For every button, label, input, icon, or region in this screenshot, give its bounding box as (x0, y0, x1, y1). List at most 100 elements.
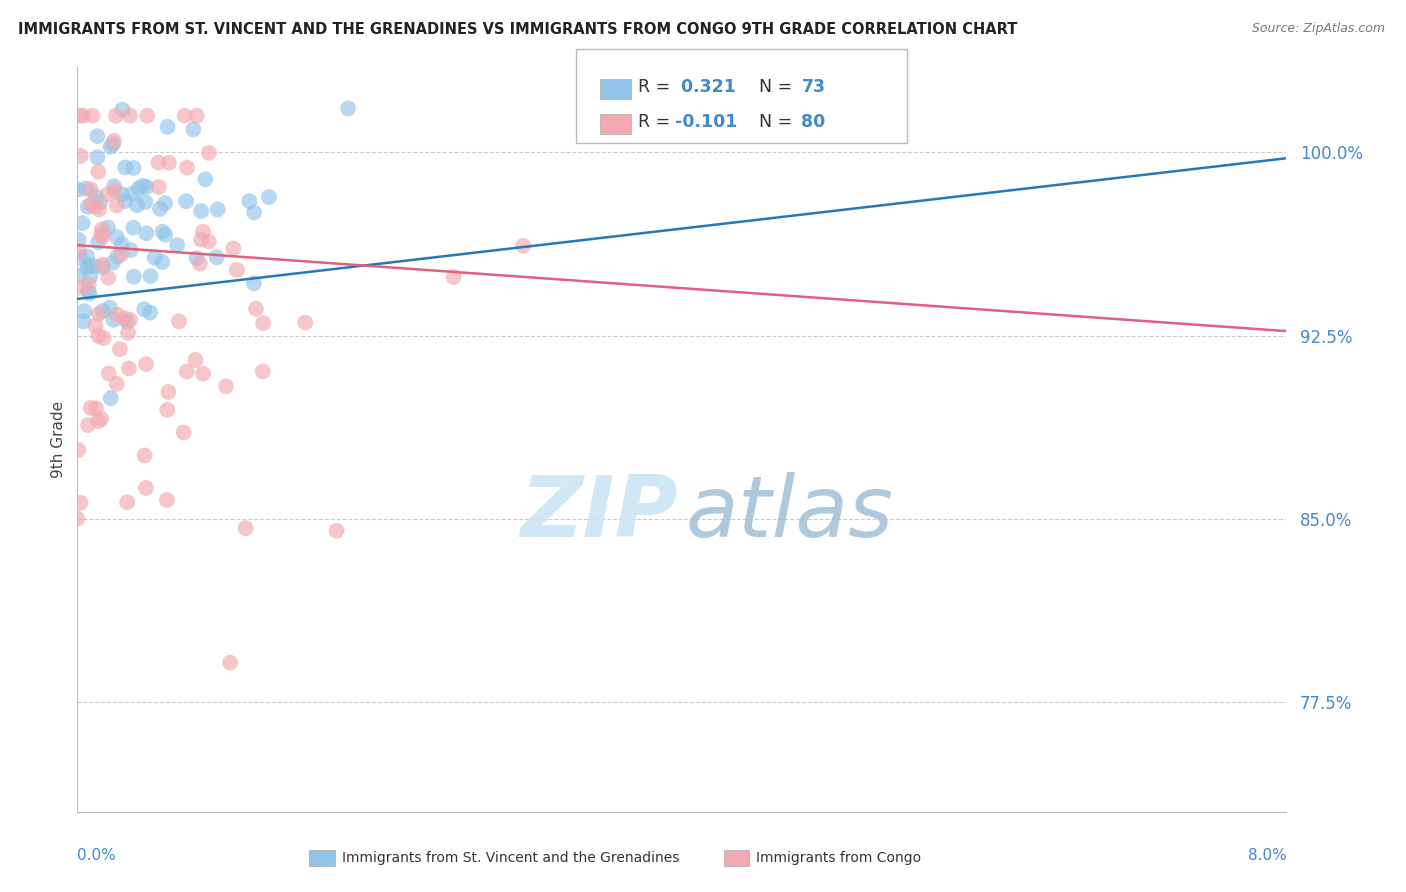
Point (156, 493, 179, 508)
Point (80, 182, 103, 196)
Point (67, 442, 90, 457)
Point (104, 183, 127, 197)
Point (90, 222, 112, 236)
Point (67, 244, 90, 258)
Point (66, 182, 89, 196)
Point (173, 425, 195, 440)
Point (101, 136, 124, 151)
Point (122, 269, 145, 284)
Text: Immigrants from St. Vincent and the Grenadines: Immigrants from St. Vincent and the Gren… (342, 851, 679, 865)
Point (97, 220, 120, 235)
Point (128, 181, 150, 195)
Point (136, 109, 159, 123)
Point (325, 524, 347, 538)
Point (79, 286, 101, 301)
Point (134, 194, 156, 209)
Text: 0.0%: 0.0% (77, 848, 117, 863)
Point (118, 109, 141, 123)
Text: N =: N = (748, 113, 797, 131)
Text: -0.101: -0.101 (675, 113, 737, 131)
Point (294, 316, 316, 330)
Point (120, 243, 142, 257)
Text: ZIP: ZIP (520, 472, 678, 556)
Point (167, 314, 190, 328)
Point (153, 196, 176, 211)
Point (82, 109, 104, 123)
Point (252, 316, 274, 330)
Text: 73: 73 (801, 78, 825, 96)
Point (121, 186, 143, 201)
Point (86, 150, 108, 164)
Point (115, 315, 138, 329)
Point (98, 301, 121, 315)
Text: 8.0%: 8.0% (1247, 848, 1286, 863)
Point (118, 312, 141, 326)
Point (77, 284, 100, 298)
Text: IMMIGRANTS FROM ST. VINCENT AND THE GRENADINES VS IMMIGRANTS FROM CONGO 9TH GRAD: IMMIGRANTS FROM ST. VINCENT AND THE GREN… (18, 22, 1018, 37)
Point (67, 109, 90, 123)
Point (76, 200, 98, 214)
Point (198, 145, 221, 160)
Point (76, 260, 98, 275)
Point (107, 250, 129, 264)
Point (184, 353, 207, 368)
Point (69, 149, 91, 163)
Point (148, 180, 170, 194)
Point (245, 301, 267, 316)
Point (66, 511, 89, 525)
Point (135, 357, 157, 371)
Point (190, 233, 212, 247)
Point (104, 109, 127, 123)
Point (132, 178, 155, 193)
Point (143, 251, 166, 265)
Point (157, 384, 180, 399)
Point (72, 109, 94, 123)
Point (87, 307, 110, 321)
Point (114, 194, 136, 209)
Point (139, 268, 162, 283)
Point (155, 227, 177, 242)
Point (191, 225, 214, 239)
Point (238, 194, 260, 209)
Point (91, 260, 114, 275)
Point (84, 190, 107, 204)
Point (235, 521, 257, 535)
Point (135, 227, 157, 241)
Point (174, 194, 197, 209)
Point (191, 367, 214, 381)
Point (87, 202, 110, 217)
Point (111, 103, 134, 117)
Point (91, 304, 114, 318)
Point (93, 331, 115, 345)
Point (337, 102, 360, 116)
Point (90, 412, 112, 426)
Point (194, 172, 217, 186)
Point (243, 277, 266, 291)
Point (101, 255, 124, 269)
Point (103, 179, 125, 194)
Point (166, 238, 188, 252)
Point (127, 198, 149, 212)
Text: Immigrants from Congo: Immigrants from Congo (756, 851, 921, 865)
Point (84, 200, 107, 214)
Point (108, 342, 131, 356)
Point (77, 418, 100, 433)
Point (84, 318, 107, 333)
Point (443, 269, 465, 284)
Point (222, 242, 245, 256)
Point (186, 252, 208, 266)
Point (186, 109, 208, 123)
Point (111, 187, 134, 202)
Point (79, 269, 101, 284)
Point (97, 270, 120, 285)
Text: N =: N = (748, 78, 797, 96)
Point (105, 230, 128, 244)
Point (76, 250, 98, 264)
Point (97, 367, 120, 381)
Point (139, 305, 162, 319)
Point (67, 268, 90, 283)
Point (82, 259, 104, 273)
Point (91, 258, 114, 272)
Point (115, 495, 138, 509)
Point (188, 257, 211, 271)
